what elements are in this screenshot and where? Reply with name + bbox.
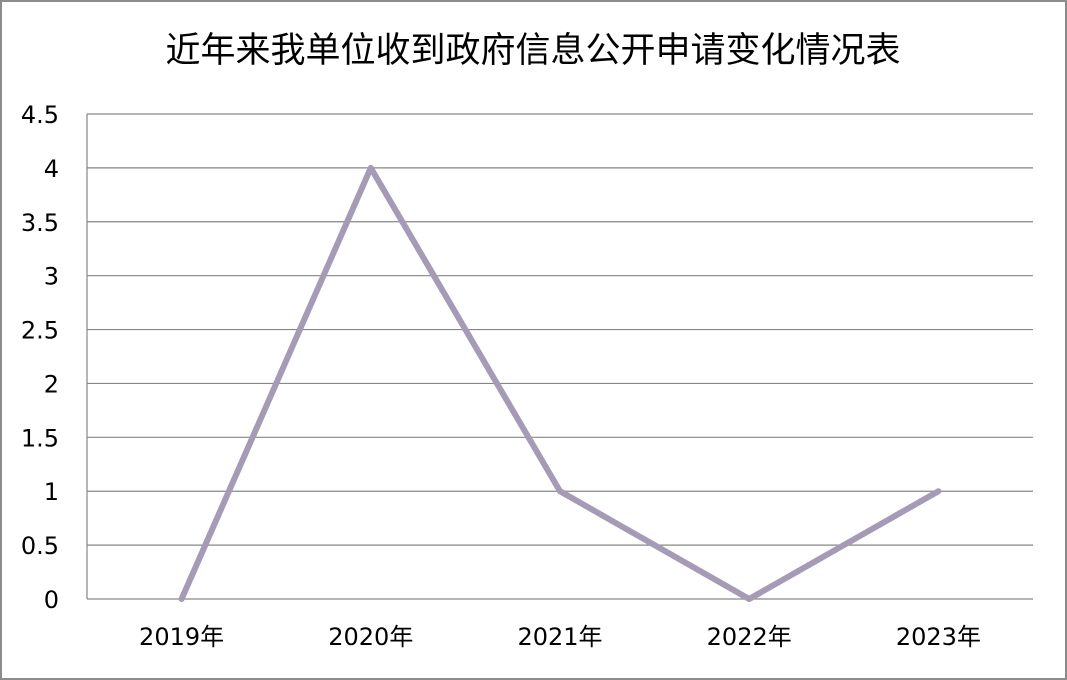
x-tick-label: 2020年	[328, 623, 413, 651]
y-tick-label: 4.5	[21, 101, 59, 129]
y-tick-label: 0	[44, 586, 59, 614]
chart-title: 近年来我单位收到政府信息公开申请变化情况表	[165, 31, 900, 71]
x-tick-label: 2022年	[707, 623, 792, 651]
y-tick-label: 4	[44, 155, 59, 183]
series-group	[178, 164, 942, 602]
y-tick-label: 0.5	[21, 532, 59, 560]
y-axis: 0 0.5 1 1.5 2 2.5 3 3.5 4 4.5	[21, 101, 59, 614]
y-tick-label: 2.5	[21, 317, 59, 345]
y-tick-label: 3	[44, 263, 59, 291]
x-tick-label: 2021年	[517, 623, 602, 651]
gridlines	[87, 113, 1033, 600]
x-tick-label: 2023年	[896, 623, 981, 651]
y-tick-label: 3.5	[21, 209, 59, 237]
y-tick-label: 1.5	[21, 424, 59, 452]
x-tick-label: 2019年	[139, 623, 224, 651]
x-axis: 2019年 2020年 2021年 2022年 2023年	[139, 623, 981, 651]
y-tick-label: 2	[44, 370, 59, 398]
y-tick-label: 1	[44, 478, 59, 506]
